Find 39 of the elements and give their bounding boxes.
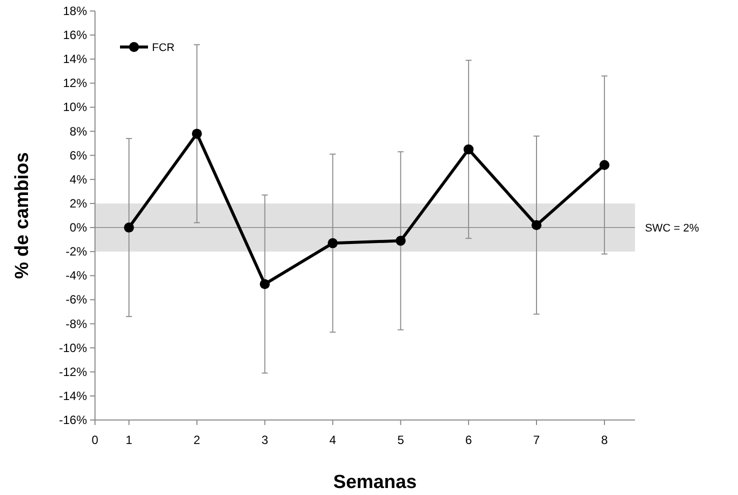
x-tick-label: 2	[194, 433, 201, 447]
x-tick-label: 8	[601, 433, 608, 447]
y-tick-label: 8%	[70, 124, 88, 138]
legend-label: FCR	[152, 42, 175, 54]
y-tick-label: 6%	[70, 148, 88, 162]
point	[464, 144, 474, 154]
x-tick-label: 6	[465, 433, 472, 447]
y-tick-label: 0%	[70, 220, 88, 235]
y-tick-label: -12%	[58, 364, 88, 379]
y-tick-label: -14%	[58, 388, 88, 403]
point	[396, 236, 406, 246]
y-tick-label: 18%	[62, 4, 88, 18]
y-tick-label: 10%	[62, 100, 88, 114]
y-tick-label: 14%	[62, 52, 88, 66]
point	[532, 220, 542, 230]
point	[599, 160, 610, 170]
y-tick-label: 2%	[70, 196, 88, 210]
point	[192, 128, 202, 139]
y-tick-label: -6%	[66, 292, 88, 307]
y-tick-label: -10%	[58, 340, 88, 355]
y-tick-label: -4%	[66, 268, 88, 283]
band-label: SWC = 2%	[644, 222, 700, 235]
point	[328, 238, 338, 248]
x-tick-label: 3	[261, 433, 268, 447]
point	[124, 222, 134, 233]
x-tick-label: 1	[126, 433, 133, 447]
y-tick-label: -16%	[58, 413, 88, 427]
point	[260, 279, 270, 290]
y-tick-label: 12%	[62, 76, 88, 90]
x-tick-label: 5	[397, 433, 404, 447]
y-tick-label: -8%	[66, 316, 88, 331]
y-tick-label: 4%	[70, 172, 88, 186]
y-axis-title: % de cambios	[12, 152, 33, 279]
x-tick-label: 7	[533, 433, 540, 447]
x-tick-label: 0	[92, 433, 99, 447]
x-axis-title: Semanas	[333, 472, 417, 493]
y-tick-label: 16%	[62, 28, 88, 42]
y-tick-label: -2%	[66, 244, 88, 259]
x-tick-label: 4	[329, 433, 336, 447]
